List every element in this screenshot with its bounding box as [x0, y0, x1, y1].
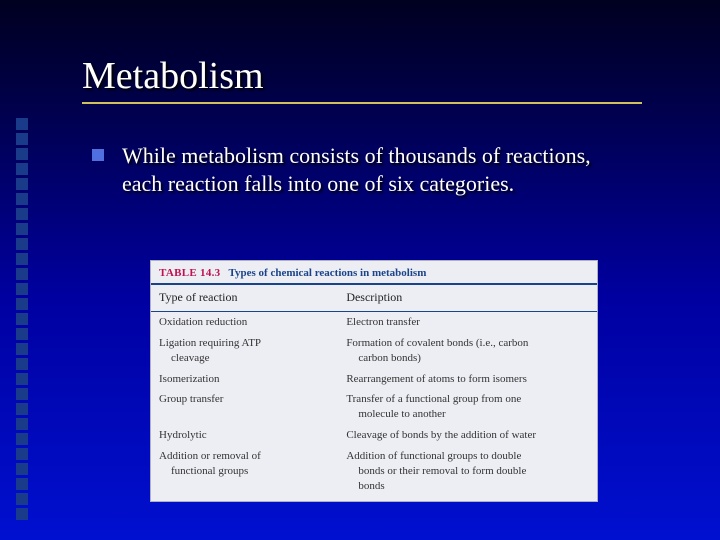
cell-type: Oxidation reduction	[151, 312, 338, 333]
bullet-text: While metabolism consists of thousands o…	[122, 142, 632, 198]
cell-desc: Electron transfer	[338, 312, 597, 333]
col-header-description: Description	[338, 285, 597, 312]
table-row: Oxidation reduction Electron transfer	[151, 312, 597, 333]
cell-desc: Cleavage of bonds by the addition of wat…	[338, 425, 597, 446]
cell-type: Group transfer	[151, 389, 338, 425]
col-header-type: Type of reaction	[151, 285, 338, 312]
cell-type: Hydrolytic	[151, 425, 338, 446]
cell-type: Addition or removal of functional groups	[151, 446, 338, 502]
table-row: Hydrolytic Cleavage of bonds by the addi…	[151, 425, 597, 446]
metabolism-table: TABLE 14.3 Types of chemical reactions i…	[150, 260, 598, 502]
slide-title: Metabolism	[82, 54, 642, 104]
table-row: Isomerization Rearrangement of atoms to …	[151, 369, 597, 390]
cell-desc: Transfer of a functional group from one …	[338, 389, 597, 425]
table-number: TABLE 14.3	[159, 267, 220, 279]
bullet-item: While metabolism consists of thousands o…	[92, 142, 632, 198]
table-caption: TABLE 14.3 Types of chemical reactions i…	[151, 261, 597, 285]
decorative-sidebar	[16, 118, 28, 520]
cell-desc: Formation of covalent bonds (i.e., carbo…	[338, 333, 597, 369]
square-bullet-icon	[92, 149, 104, 161]
cell-desc: Addition of functional groups to double …	[338, 446, 597, 502]
cell-desc: Rearrangement of atoms to form isomers	[338, 369, 597, 390]
reactions-table: Type of reaction Description Oxidation r…	[151, 285, 597, 501]
table-row: Group transfer Transfer of a functional …	[151, 389, 597, 425]
table-row: Ligation requiring ATP cleavage Formatio…	[151, 333, 597, 369]
table-row: Addition or removal of functional groups…	[151, 446, 597, 502]
cell-type: Isomerization	[151, 369, 338, 390]
table-caption-text: Types of chemical reactions in metabolis…	[228, 267, 426, 279]
cell-type: Ligation requiring ATP cleavage	[151, 333, 338, 369]
